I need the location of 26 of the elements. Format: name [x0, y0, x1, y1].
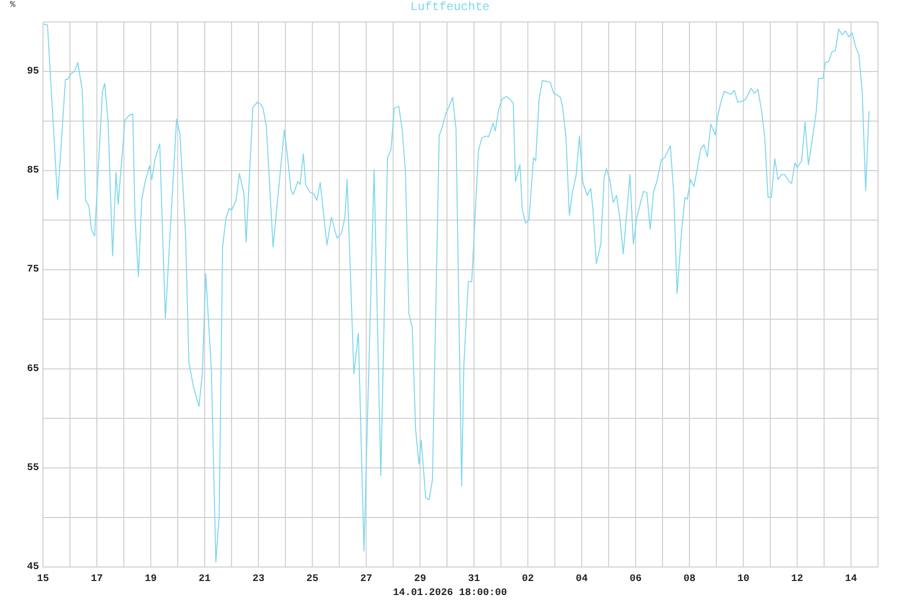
y-axis-title: %	[10, 0, 16, 11]
x-tick-label: 31	[468, 574, 480, 585]
x-tick-label: 12	[791, 574, 804, 585]
x-tick-label: 21	[198, 574, 211, 585]
x-tick-label: 25	[306, 574, 318, 585]
x-tick-label: 15	[36, 574, 50, 585]
x-tick-label: 23	[252, 574, 264, 585]
y-tick-label: 85	[26, 166, 39, 177]
x-tick-label: 19	[144, 574, 157, 585]
y-tick-label: 75	[26, 264, 39, 276]
x-tick-label: 04	[576, 574, 588, 585]
x-tick-label: 06	[630, 574, 642, 585]
x-tick-label: 27	[360, 574, 372, 585]
y-tick-label: 55	[26, 462, 39, 474]
text: 14.01.2026 18:00:00	[392, 588, 508, 600]
x-tick-label: 17	[90, 574, 103, 585]
x-tick-label: 10	[737, 574, 750, 585]
y-tick-label: 45	[26, 562, 39, 573]
x-tick-label: 29	[414, 574, 426, 585]
chart-title: Luftfeuchte	[410, 0, 490, 14]
line-series	[43, 23, 870, 563]
x-tick-label: 02	[522, 574, 534, 585]
y-tick-label: 65	[26, 364, 39, 375]
x-tick-label: 14	[845, 574, 858, 585]
y-tick-label: 95	[26, 66, 39, 78]
x-tick-label: 08	[683, 574, 696, 585]
